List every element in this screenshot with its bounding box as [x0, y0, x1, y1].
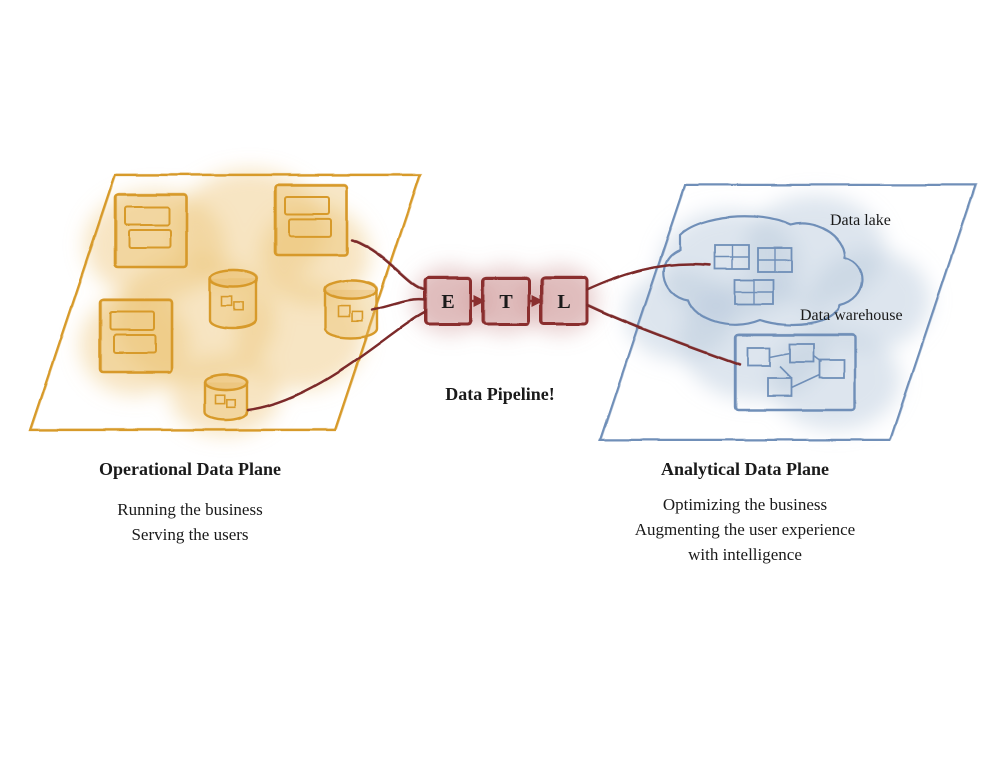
operational-title: Operational Data Plane: [99, 459, 281, 479]
diagram-canvas: E T L Operational Data Plane Running the bus…: [0, 0, 1000, 773]
operational-service-icon: [115, 194, 187, 267]
etl-letter: T: [499, 291, 513, 313]
etl-letter: E: [441, 291, 454, 313]
pipeline-label: Data Pipeline!: [445, 384, 555, 404]
operational-subtitle: Serving the users: [131, 525, 248, 544]
analytical-subtitle: with intelligence: [688, 545, 802, 564]
data-lake-label: Data lake: [830, 212, 891, 229]
operational-subtitle: Running the business: [117, 500, 262, 519]
analytical-title: Analytical Data Plane: [661, 459, 829, 479]
operational-db-icon: [325, 279, 378, 338]
data-warehouse-label: Data warehouse: [800, 307, 903, 324]
operational-service-icon: [100, 299, 172, 372]
etl-pipeline: ETL: [425, 277, 587, 324]
operational-db-icon: [205, 374, 248, 420]
operational-service-icon: [275, 184, 347, 255]
analytical-subtitle: Augmenting the user experience: [635, 520, 855, 539]
analytical-subtitle: Optimizing the business: [663, 495, 827, 514]
operational-db-icon: [210, 269, 257, 328]
etl-letter: L: [557, 291, 570, 313]
